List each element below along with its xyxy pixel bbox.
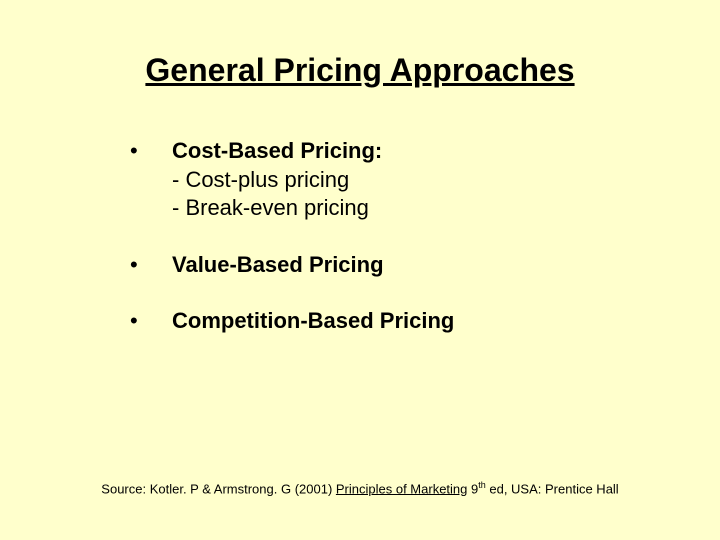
- subitem: - Break-even pricing: [172, 194, 382, 223]
- item-heading: Cost-Based Pricing:: [172, 138, 382, 163]
- item-body: Competition-Based Pricing: [172, 307, 454, 336]
- list-item: • Competition-Based Pricing: [130, 307, 720, 336]
- item-heading: Competition-Based Pricing: [172, 308, 454, 333]
- list-item: • Value-Based Pricing: [130, 251, 720, 280]
- content-area: • Cost-Based Pricing: - Cost-plus pricin…: [0, 119, 720, 336]
- list-item: • Cost-Based Pricing: - Cost-plus pricin…: [130, 137, 720, 223]
- item-heading: Value-Based Pricing: [172, 252, 384, 277]
- citation-book-title: Principles of Marketing: [336, 481, 468, 496]
- item-body: Value-Based Pricing: [172, 251, 384, 280]
- source-citation: Source: Kotler. P & Armstrong. G (2001) …: [0, 480, 720, 496]
- bullet-marker: •: [130, 137, 172, 166]
- citation-suffix: ed, USA: Prentice Hall: [486, 481, 619, 496]
- item-body: Cost-Based Pricing: - Cost-plus pricing …: [172, 137, 382, 223]
- slide-title: General Pricing Approaches: [0, 0, 720, 119]
- citation-edition: 9: [467, 481, 478, 496]
- citation-edition-sup: th: [478, 480, 486, 490]
- citation-prefix: Source: Kotler. P & Armstrong. G (2001): [101, 481, 336, 496]
- bullet-marker: •: [130, 307, 172, 336]
- subitem: - Cost-plus pricing: [172, 166, 382, 195]
- bullet-marker: •: [130, 251, 172, 280]
